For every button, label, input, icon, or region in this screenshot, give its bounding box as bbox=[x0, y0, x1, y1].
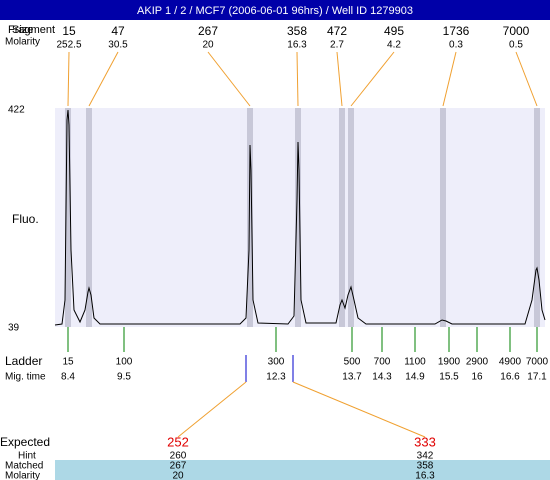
peak-connector bbox=[88, 51, 119, 107]
ladder-time: 9.5 bbox=[117, 372, 131, 383]
peak-size: 7000 bbox=[503, 24, 530, 38]
peak-connector bbox=[515, 51, 538, 107]
title: AKIP 1 / 2 / MCF7 (2006-06-01 96hrs) / W… bbox=[137, 5, 413, 17]
peak-molarity: 252.5 bbox=[56, 40, 81, 51]
expected-label: Expected bbox=[0, 435, 50, 449]
y-max: 422 bbox=[8, 105, 25, 116]
ladder-label: Ladder bbox=[5, 354, 42, 368]
peak-connector bbox=[350, 51, 395, 107]
peak-molarity: 2.7 bbox=[330, 40, 344, 51]
matched: 267 bbox=[170, 461, 187, 472]
ladder-size: 2900 bbox=[466, 357, 489, 368]
molarity: 16.3 bbox=[415, 471, 435, 480]
molarity: 20 bbox=[172, 471, 184, 480]
peak-molarity: 0.3 bbox=[449, 40, 463, 51]
y-label: Fluo. bbox=[12, 212, 39, 226]
peak-molarity: 0.5 bbox=[509, 40, 523, 51]
ladder-time: 17.1 bbox=[527, 372, 547, 383]
ladder-size: 300 bbox=[268, 357, 285, 368]
expected: 252 bbox=[167, 434, 189, 449]
peak-connector bbox=[296, 51, 299, 107]
ladder-size: 500 bbox=[344, 357, 361, 368]
ladder-time: 13.7 bbox=[342, 372, 362, 383]
peak-size: 472 bbox=[327, 24, 347, 38]
peak-molarity: 30.5 bbox=[108, 40, 128, 51]
peak-size: 495 bbox=[384, 24, 404, 38]
hint: 342 bbox=[417, 451, 434, 462]
title-bar bbox=[0, 0, 550, 20]
peak-size: 47 bbox=[111, 24, 125, 38]
matched-band bbox=[55, 460, 550, 480]
molarity-label: Molarity bbox=[5, 37, 40, 48]
hint: 260 bbox=[170, 451, 187, 462]
ladder-size: 1900 bbox=[438, 357, 461, 368]
peak-size: 358 bbox=[287, 24, 307, 38]
matched-label: Matched bbox=[5, 461, 43, 472]
connector bbox=[177, 381, 247, 438]
mig-time-label: Mig. time bbox=[5, 372, 46, 383]
ladder-time: 8.4 bbox=[61, 372, 75, 383]
y-min: 39 bbox=[8, 323, 20, 334]
expected: 333 bbox=[414, 434, 436, 449]
ladder-size: 15 bbox=[62, 357, 74, 368]
peak-connector bbox=[336, 51, 343, 107]
trace bbox=[54, 109, 546, 326]
peak-size: 267 bbox=[198, 24, 218, 38]
ladder-time: 15.5 bbox=[439, 372, 459, 383]
fragment-label: Fragment bbox=[8, 24, 55, 36]
ladder-size: 700 bbox=[374, 357, 391, 368]
ladder-size: 1100 bbox=[404, 357, 426, 368]
peak-size: 1736 bbox=[443, 24, 470, 38]
ladder-size: 4900 bbox=[499, 357, 522, 368]
table-molarity-label: Molarity bbox=[5, 471, 40, 480]
peak-connector bbox=[207, 51, 251, 107]
peak-size: 15 bbox=[62, 24, 76, 38]
peak-connector bbox=[67, 51, 70, 107]
ladder-time: 16 bbox=[471, 372, 483, 383]
peak-molarity: 4.2 bbox=[387, 40, 401, 51]
ladder-time: 14.9 bbox=[405, 372, 425, 383]
peak-bands bbox=[65, 108, 540, 327]
ladder-time: 12.3 bbox=[266, 372, 286, 383]
ladder-size: 7000 bbox=[526, 357, 549, 368]
peak-molarity: 16.3 bbox=[287, 40, 307, 51]
connector bbox=[292, 381, 426, 438]
matched: 358 bbox=[417, 461, 434, 472]
hint-label: Hint bbox=[18, 451, 36, 462]
peak-connector bbox=[442, 51, 457, 107]
ladder-time: 16.6 bbox=[500, 372, 520, 383]
peak-molarity: 20 bbox=[202, 40, 214, 51]
ladder-time: 14.3 bbox=[372, 372, 392, 383]
ladder-size: 100 bbox=[116, 357, 133, 368]
size-label: Size bbox=[12, 24, 33, 36]
